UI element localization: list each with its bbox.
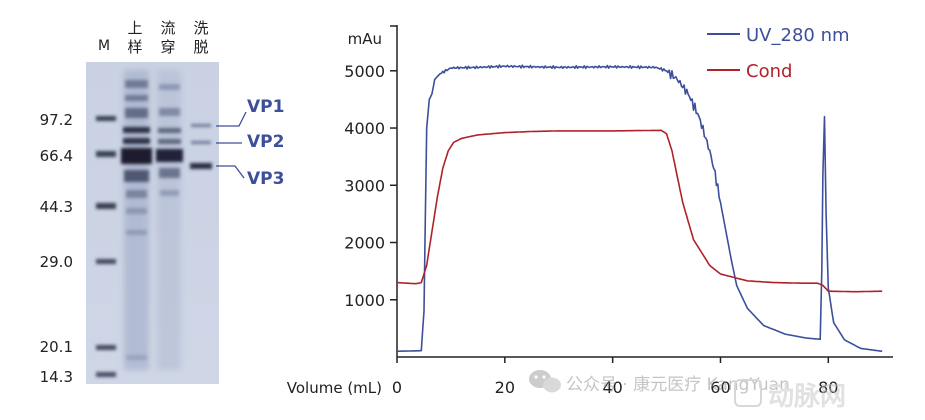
load-band <box>123 127 150 133</box>
marker-band-66 <box>96 151 116 157</box>
lane-label-flowthrough-char-1: 流 <box>160 19 175 37</box>
vp2-label: VP2 <box>247 132 284 152</box>
lane-label-marker: M <box>98 38 110 54</box>
y-axis-label: mAu <box>348 30 382 48</box>
x-ticks: 0 20 40 60 80 <box>392 357 838 397</box>
lane-label-elution-char-1: 洗 <box>193 19 208 37</box>
chromatogram-chart: mAu 1000 2000 3000 4000 5000 Volume (mL) 0 20… <box>287 25 893 397</box>
vp3-label: VP3 <box>247 169 284 189</box>
marker-label-44: 44.3 <box>40 198 73 216</box>
legend: UV_280 nm Cond <box>707 25 850 82</box>
x-axis-label: Volume (mL) <box>287 379 382 397</box>
flowthrough-band <box>160 190 179 196</box>
load-band <box>126 208 147 214</box>
series-line-uv280 <box>396 64 883 353</box>
watermark: 公众号 · 康元医疗 KangYuan 动脉网 <box>529 370 846 412</box>
flowthrough-band <box>158 128 181 133</box>
marker-band-97 <box>96 116 116 121</box>
flowthrough-band-main <box>156 149 183 162</box>
marker-label-97: 97.2 <box>40 111 73 129</box>
flowthrough-band <box>158 139 181 144</box>
legend-item-uv: UV_280 nm <box>707 25 850 46</box>
marker-band-44 <box>96 203 116 209</box>
elution-band-vp1 <box>191 124 211 127</box>
load-band <box>125 108 148 118</box>
lane-label-elution-char-2: 脱 <box>193 38 208 56</box>
elution-band-vp2 <box>191 141 211 144</box>
marker-label-29: 29.0 <box>40 253 73 271</box>
load-band <box>123 138 150 144</box>
y-tick-label: 4000 <box>344 119 385 138</box>
load-lane-bands <box>121 80 152 360</box>
elution-band-vp3 <box>190 163 212 169</box>
x-tick-label: 60 <box>710 378 730 397</box>
watermark-logo-badge <box>734 379 762 407</box>
y-tick-label: 2000 <box>344 234 385 253</box>
y-tick-label: 5000 <box>344 62 385 81</box>
x-tick-label: 40 <box>602 378 622 397</box>
flowthrough-band <box>159 168 180 178</box>
y-tick-label: 3000 <box>344 176 385 195</box>
x-tick-label: 80 <box>818 378 838 397</box>
lane-smear-flowthrough <box>157 70 181 370</box>
legend-item-cond: Cond <box>707 61 792 82</box>
x-tick-label: 20 <box>495 378 515 397</box>
lane-label-load: 上 样 <box>127 19 142 56</box>
flowthrough-band <box>159 108 180 116</box>
flowthrough-band <box>159 84 180 90</box>
lane-label-flowthrough-char-2: 穿 <box>160 38 175 56</box>
lane-label-load-char-2: 样 <box>127 38 142 56</box>
series-line-cond <box>396 129 883 293</box>
load-band <box>124 170 149 182</box>
lane-label-load-char-1: 上 <box>127 19 142 37</box>
marker-band-14 <box>96 372 116 377</box>
y-ticks: 1000 2000 3000 4000 5000 <box>344 25 397 310</box>
vp3-callout-line <box>216 165 245 179</box>
legend-label-cond: Cond <box>746 61 792 82</box>
vp1-callout-line <box>216 111 247 127</box>
load-band-main <box>121 148 152 164</box>
flowthrough-lane-bands <box>156 84 183 196</box>
lane-label-flowthrough: 流 穿 <box>160 19 175 56</box>
load-band <box>126 190 147 198</box>
elution-lane-bands <box>190 124 212 169</box>
series-layer <box>396 64 883 353</box>
sds-page-gel-panel: M 上 样 流 穿 洗 脱 <box>40 19 285 386</box>
marker-label-20: 20.1 <box>40 338 73 356</box>
watermark-logo-text: 动脉网 <box>768 382 846 412</box>
load-band <box>126 230 147 235</box>
marker-label-66: 66.4 <box>40 147 73 165</box>
marker-band-20 <box>96 345 116 350</box>
marker-band-29 <box>96 259 116 264</box>
legend-label-uv: UV_280 nm <box>746 25 850 46</box>
x-axis: Volume (mL) 0 20 40 60 80 <box>287 356 893 397</box>
load-band <box>125 80 148 88</box>
load-band <box>126 355 147 360</box>
gel-background <box>86 62 219 384</box>
x-tick-label: 0 <box>392 378 402 397</box>
lane-label-elution: 洗 脱 <box>193 19 208 56</box>
y-axis: mAu 1000 2000 3000 4000 5000 <box>344 25 398 357</box>
marker-label-14: 14.3 <box>40 368 73 386</box>
y-tick-label: 1000 <box>344 291 385 310</box>
vp1-label: VP1 <box>247 97 284 117</box>
marker-lane-bands <box>96 116 116 377</box>
watermark-logo: 动脉网 <box>734 379 846 412</box>
lane-smear-load <box>124 70 149 370</box>
load-band <box>125 95 148 101</box>
watermark-text: 公众号 · 康元医疗 KangYuan <box>566 375 790 395</box>
wechat-icon <box>529 370 561 393</box>
